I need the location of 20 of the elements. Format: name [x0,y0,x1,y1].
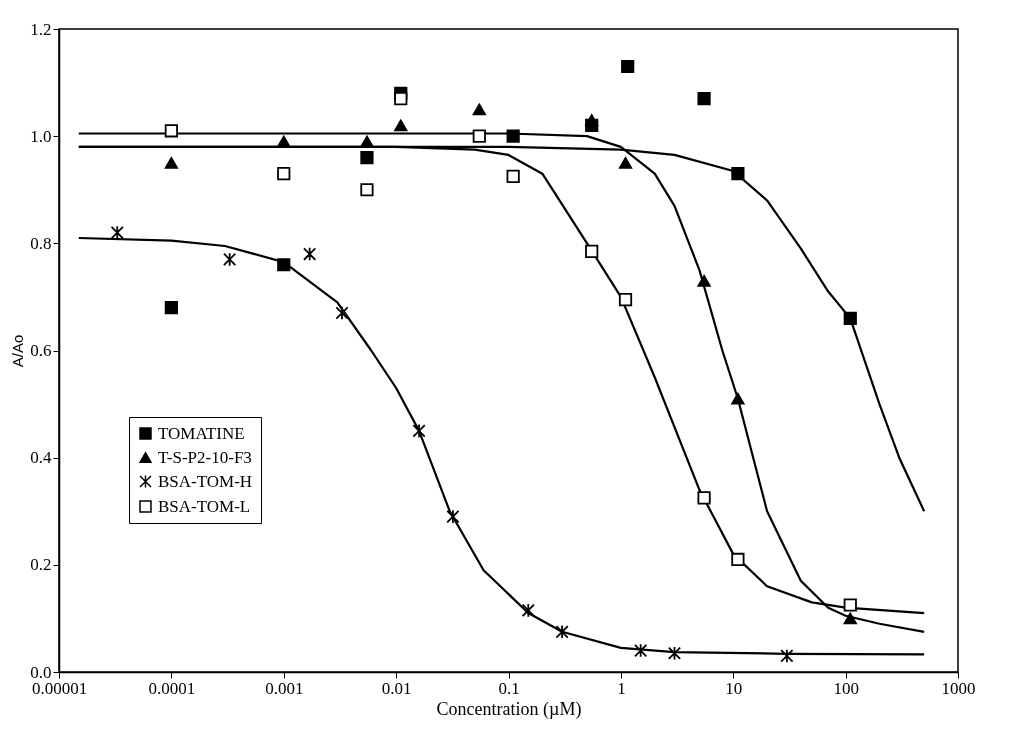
y-tick-label: 0.6 [30,341,52,360]
x-tick-label: 0.01 [381,678,412,698]
y-tick-label: 0.8 [30,233,52,253]
legend-label: BSA-TOM-H [158,471,253,491]
x-tick-label: 0.0001 [148,678,196,698]
x-tick-label: 1 [617,678,626,698]
x-axis-title: Concentration (µM) [436,698,582,720]
legend-label: BSA-TOM-L [158,496,251,516]
x-tick-label: 0.001 [265,678,304,698]
y-axis-title: A/Ao [9,334,27,368]
x-tick-label: 10 [725,678,743,698]
legend-label: TOMATINE [158,423,245,443]
x-tick-label: 100 [833,678,859,698]
y-tick-label: 0.4 [30,448,52,468]
legend-label: T-S-P2-10-F3 [158,447,252,467]
x-tick-label: 1000 [941,678,976,698]
y-tick-label: 1.2 [30,19,52,39]
y-tick-label: 1.0 [30,126,52,146]
y-tick-label: 0.2 [30,555,52,575]
x-tick-label: 0.1 [498,678,520,698]
